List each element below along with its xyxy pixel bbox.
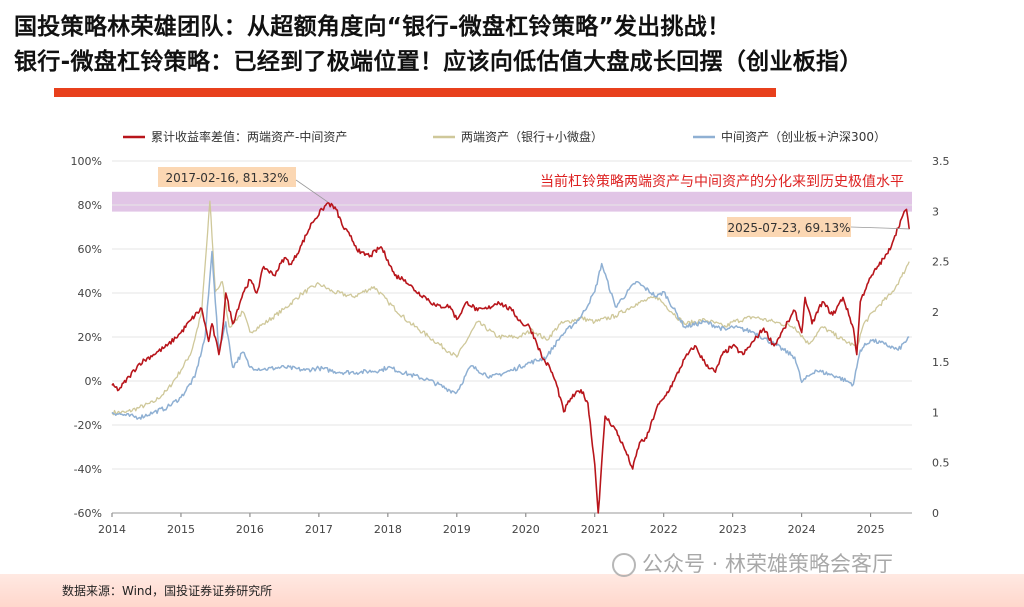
- y-left-tick-label: 100%: [71, 155, 102, 168]
- legend-label: 累计收益率差值：两端资产-中间资产: [151, 129, 347, 144]
- x-tick-label: 2019: [443, 523, 471, 536]
- x-tick-label: 2014: [98, 523, 126, 536]
- series-barbell-line: [111, 200, 910, 416]
- annotation-label: 2025-07-23, 69.13%: [727, 221, 850, 235]
- y-left-tick-label: 60%: [78, 243, 102, 256]
- x-tick-label: 2018: [374, 523, 402, 536]
- title-underline-bar: [54, 88, 776, 97]
- legend-label: 两端资产（银行+小微盘）: [461, 129, 603, 144]
- y-left-tick-label: -60%: [74, 507, 102, 520]
- series-spread-line: [111, 202, 910, 514]
- x-tick-label: 2022: [650, 523, 678, 536]
- x-tick-label: 2015: [167, 523, 195, 536]
- x-tick-label: 2023: [719, 523, 747, 536]
- title-line-1: 国投策略林荣雄团队：从超额角度向“银行-微盘杠铃策略”发出挑战！: [14, 14, 731, 40]
- y-right-tick-label: 3: [932, 205, 939, 218]
- x-tick-label: 2024: [788, 523, 816, 536]
- y-right-tick-label: 0.5: [932, 457, 950, 470]
- x-tick-label: 2016: [236, 523, 264, 536]
- y-left-tick-label: 20%: [78, 331, 102, 344]
- annotation-leader: [295, 179, 329, 203]
- annotation-leader: [850, 226, 910, 230]
- annotation-box: [158, 167, 296, 187]
- annotation-box: [727, 217, 851, 237]
- annotation-label: 2017-02-16, 81.32%: [165, 171, 288, 185]
- y-left-tick-label: 80%: [78, 199, 102, 212]
- title-line-2: 银行-微盘杠铃策略：已经到了极端位置！应该向低估值大盘成长回摆（创业板指）: [14, 49, 863, 75]
- y-left-tick-label: 0%: [85, 375, 102, 388]
- series-middle-line: [111, 250, 910, 420]
- x-tick-label: 2021: [581, 523, 609, 536]
- x-tick-label: 2017: [305, 523, 333, 536]
- y-left-tick-label: -20%: [74, 419, 102, 432]
- extreme-band: [112, 191, 912, 212]
- footer-bar: [0, 574, 1024, 607]
- legend-label: 中间资产（创业板+沪深300）: [721, 129, 886, 144]
- x-tick-label: 2020: [512, 523, 540, 536]
- y-left-tick-label: 40%: [78, 287, 102, 300]
- wechat-icon: [612, 553, 636, 577]
- y-right-tick-label: 1: [932, 406, 939, 419]
- y-right-tick-label: 2.5: [932, 256, 950, 269]
- x-tick-label: 2025: [857, 523, 885, 536]
- band-label: 当前杠铃策略两端资产与中间资产的分化来到历史极值水平: [540, 173, 904, 190]
- y-right-tick-label: 2: [932, 306, 939, 319]
- y-left-tick-label: -40%: [74, 463, 102, 476]
- chart: -60% -40% -20% 0% 20% 40% 60% 80% 100% 0 0.5 1 1.5 2 2…: [71, 129, 950, 536]
- data-source: 数据来源：Wind，国投证券证券研究所: [62, 584, 273, 598]
- y-right-tick-label: 0: [932, 507, 939, 520]
- watermark-text: 公众号 · 林荣雄策略会客厅: [642, 552, 894, 576]
- y-right-tick-label: 1.5: [932, 356, 950, 369]
- y-right-tick-label: 3.5: [932, 155, 950, 168]
- watermark: 公众号 · 林荣雄策略会客厅: [612, 548, 893, 578]
